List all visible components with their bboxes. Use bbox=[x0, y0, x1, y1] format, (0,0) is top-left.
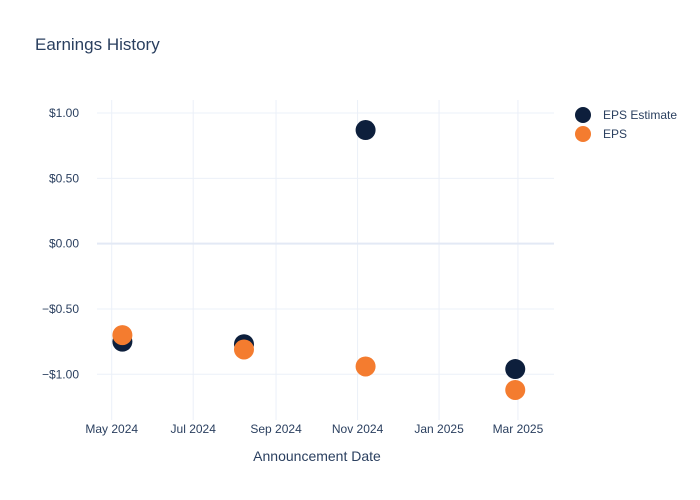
eps-estimate-point[interactable] bbox=[355, 120, 376, 141]
eps-point[interactable] bbox=[112, 325, 133, 346]
y-tick-label: −$0.50 bbox=[42, 302, 79, 316]
y-tick-label: $0.50 bbox=[49, 171, 79, 185]
legend-marker bbox=[575, 107, 591, 123]
x-tick-label: Nov 2024 bbox=[332, 422, 384, 436]
x-tick-label: Jan 2025 bbox=[414, 422, 464, 436]
y-tick-label: $0.00 bbox=[49, 237, 79, 251]
legend-item-eps[interactable]: EPS bbox=[575, 126, 627, 142]
legend-item-eps-estimate[interactable]: EPS Estimate bbox=[575, 107, 677, 123]
legend-marker bbox=[575, 126, 591, 142]
eps-point[interactable] bbox=[233, 339, 254, 360]
y-tick-label: $1.00 bbox=[49, 106, 79, 120]
data-points bbox=[112, 120, 526, 400]
axis-ticks: May 2024 Jul 2024 Sep 2024 Nov 2024 Jan 2025… bbox=[42, 106, 544, 436]
x-tick-label: May 2024 bbox=[85, 422, 138, 436]
gridlines bbox=[97, 100, 554, 420]
legend-label: EPS Estimate bbox=[603, 108, 677, 122]
eps-point[interactable] bbox=[505, 379, 526, 400]
x-tick-label: Sep 2024 bbox=[250, 422, 302, 436]
eps-point[interactable] bbox=[355, 356, 376, 377]
eps-estimate-point[interactable] bbox=[505, 359, 526, 380]
x-axis-title: Announcement Date bbox=[253, 448, 381, 464]
y-tick-label: −$1.00 bbox=[42, 367, 79, 381]
x-tick-label: Jul 2024 bbox=[171, 422, 217, 436]
legend[interactable]: EPS Estimate EPS bbox=[575, 107, 677, 142]
x-tick-label: Mar 2025 bbox=[493, 422, 544, 436]
legend-label: EPS bbox=[603, 127, 627, 141]
chart-title: Earnings History bbox=[35, 35, 160, 54]
